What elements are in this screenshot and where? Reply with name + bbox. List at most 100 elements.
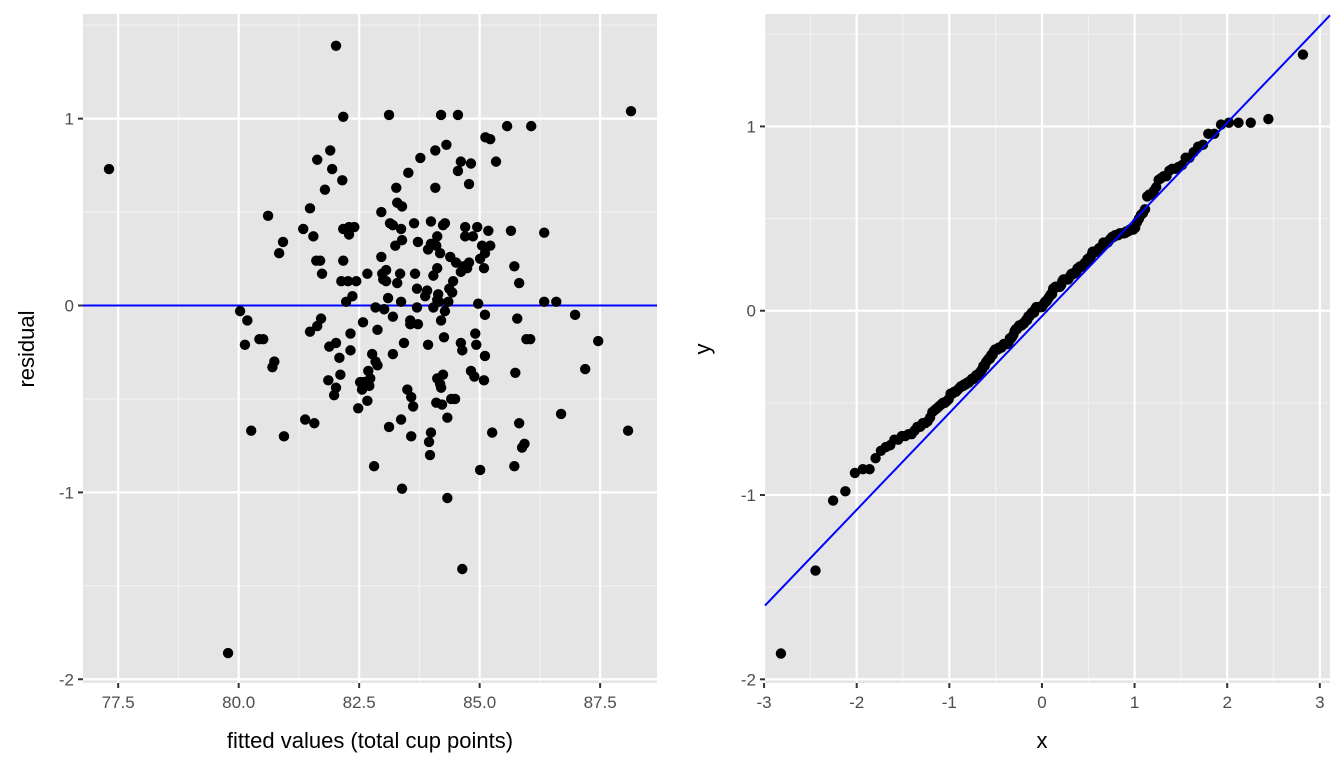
data-point xyxy=(435,109,447,121)
data-point xyxy=(304,326,316,337)
data-point xyxy=(314,255,326,266)
data-point xyxy=(434,247,446,259)
data-point xyxy=(338,111,349,122)
left-x-axis-title: fitted values (total cup points) xyxy=(227,728,513,753)
x-tick-label: 82.5 xyxy=(343,693,376,712)
data-point xyxy=(810,565,821,576)
data-point xyxy=(349,221,360,233)
data-point xyxy=(435,315,447,326)
data-point xyxy=(526,120,537,132)
qq-plot-panel: -3 -2 -1 0 1 2 3 -2-101 x y xyxy=(690,14,1331,753)
data-point xyxy=(474,253,486,265)
data-point xyxy=(103,163,115,175)
right-panel-background xyxy=(765,14,1330,683)
data-point xyxy=(357,317,369,328)
data-point xyxy=(347,290,358,302)
data-point xyxy=(442,492,453,504)
data-point xyxy=(1263,113,1274,125)
data-point xyxy=(387,311,399,322)
data-point xyxy=(457,345,468,356)
data-point xyxy=(625,105,637,117)
data-point xyxy=(345,345,356,356)
data-point xyxy=(335,369,346,380)
data-point xyxy=(330,337,342,349)
data-point xyxy=(775,648,787,659)
data-point xyxy=(432,231,443,242)
data-point xyxy=(245,425,257,436)
data-point xyxy=(425,427,437,438)
data-point xyxy=(406,431,417,442)
right-x-axis-title: x xyxy=(1037,728,1048,753)
data-point xyxy=(485,240,496,251)
data-point xyxy=(262,210,274,222)
data-point xyxy=(501,120,513,132)
x-tick-label: 2 xyxy=(1222,693,1231,712)
data-point xyxy=(304,203,316,214)
data-point xyxy=(299,414,311,425)
data-point xyxy=(343,229,355,240)
data-point xyxy=(470,328,481,339)
data-point xyxy=(326,163,338,175)
data-point xyxy=(362,395,373,407)
x-tick-label: -2 xyxy=(849,693,864,712)
data-point xyxy=(478,375,490,386)
data-point xyxy=(391,182,402,193)
data-point xyxy=(315,313,327,324)
data-point xyxy=(539,227,550,238)
data-point xyxy=(421,285,433,296)
data-point xyxy=(840,486,851,497)
x-tick-label: 0 xyxy=(1037,693,1046,712)
y-tick-label: -1 xyxy=(741,486,756,505)
data-point xyxy=(1233,117,1244,128)
data-point xyxy=(455,156,467,167)
data-point xyxy=(483,225,494,236)
data-point xyxy=(239,339,251,350)
residual-points xyxy=(103,40,637,659)
data-point xyxy=(510,367,521,378)
data-point xyxy=(442,412,453,423)
data-point xyxy=(351,276,362,287)
data-point xyxy=(443,296,454,307)
data-point xyxy=(403,167,414,179)
data-point xyxy=(1209,128,1220,139)
data-point xyxy=(273,247,285,259)
data-point xyxy=(242,315,253,326)
data-point xyxy=(569,309,581,321)
data-point xyxy=(513,277,525,289)
data-point xyxy=(436,399,448,410)
data-point xyxy=(330,40,342,51)
data-point xyxy=(457,563,468,575)
data-point xyxy=(441,139,452,151)
data-point xyxy=(309,418,320,429)
data-point xyxy=(409,268,421,279)
right-x-axis-ticks: -3 -2 -1 0 1 2 3 xyxy=(757,683,1325,712)
data-point xyxy=(316,268,328,279)
data-point xyxy=(438,332,450,343)
data-point xyxy=(362,268,373,279)
data-point xyxy=(525,333,536,345)
x-tick-label: 87.5 xyxy=(584,693,617,712)
data-point xyxy=(368,461,380,472)
data-point xyxy=(379,304,390,315)
data-point xyxy=(411,283,423,294)
data-point xyxy=(439,305,451,317)
data-point xyxy=(325,145,336,156)
data-point xyxy=(474,464,486,476)
data-point xyxy=(472,221,483,233)
data-point xyxy=(478,262,490,274)
data-point xyxy=(870,452,881,464)
data-point xyxy=(376,251,387,263)
data-point xyxy=(479,350,491,362)
y-tick-label: 1 xyxy=(65,110,74,129)
data-point xyxy=(337,175,348,186)
data-point xyxy=(622,425,634,436)
data-point xyxy=(370,302,381,313)
data-point xyxy=(422,339,434,350)
data-point xyxy=(407,401,419,412)
data-point xyxy=(395,223,407,235)
data-point xyxy=(222,647,234,659)
data-point xyxy=(380,264,392,276)
data-point xyxy=(398,337,410,349)
data-point xyxy=(372,360,383,371)
